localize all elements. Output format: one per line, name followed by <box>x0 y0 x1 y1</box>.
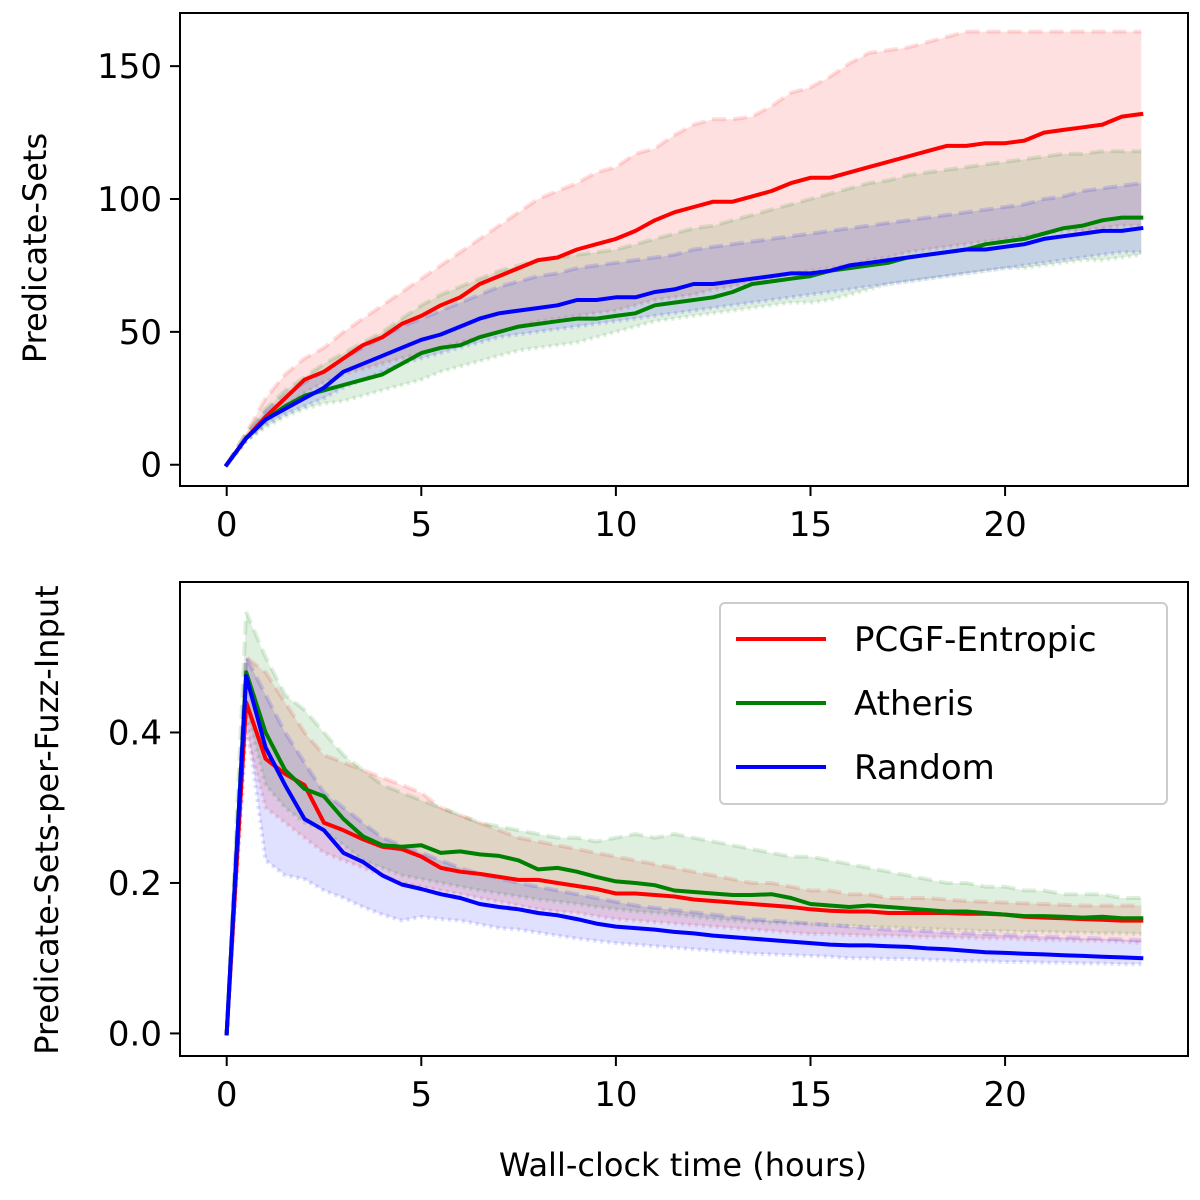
bottom-axes-frame <box>179 581 1189 1057</box>
bottom-ytick-label: 0.4 <box>108 713 162 753</box>
bottom-line-atheris <box>224 670 1144 1036</box>
bottom-xtick-label: 15 <box>789 1075 832 1115</box>
bottom-ytick-label: 0.0 <box>108 1014 162 1054</box>
top-band-lower-random <box>225 250 1142 466</box>
top-ytick-label: 100 <box>97 180 162 220</box>
bottom-xtick-label: 10 <box>594 1075 637 1115</box>
bottom-band-atheris <box>226 612 1142 1034</box>
top-ytick-label: 0 <box>140 446 162 486</box>
bottom-ylabel: Predicate-Sets-per-Fuzz-Input <box>28 585 66 1054</box>
bottom-xtick-label: 0 <box>216 1075 238 1115</box>
top-ytick-label: 50 <box>119 313 162 353</box>
bottom-ytick-label: 0.2 <box>108 864 162 904</box>
bottom-panel: Predicate-Sets-per-Fuzz-Input Wall-clock… <box>28 581 1189 1184</box>
top-line-atheris <box>223 215 1144 468</box>
bottom-band-random <box>226 657 1142 1034</box>
legend-label-atheris: Atheris <box>854 684 974 724</box>
legend-label-random: Random <box>854 748 995 788</box>
bottom-xtick-label: 20 <box>983 1075 1026 1115</box>
x-axis-label: Wall-clock time (hours) <box>499 1146 867 1184</box>
bottom-band-upper-atheris <box>224 611 1142 1034</box>
legend-box <box>719 602 1168 805</box>
top-xtick-label: 10 <box>594 505 637 545</box>
bottom-band-upper-pcgf-entropic <box>224 653 1142 1034</box>
bottom-xtick-label: 5 <box>410 1075 432 1115</box>
top-ylabel: Predicate-Sets <box>16 133 54 363</box>
top-plot-area <box>223 29 1144 468</box>
top-line-random <box>223 225 1144 468</box>
bottom-band-upper-random <box>224 649 1142 1034</box>
top-band-lower-pcgf-entropic <box>225 223 1142 466</box>
top-band-pcgf-entropic <box>226 31 1142 465</box>
top-axes-frame <box>179 12 1189 487</box>
top-line-pcgf-entropic <box>223 111 1144 468</box>
top-band-upper-pcgf-entropic <box>224 29 1142 466</box>
bottom-line-random <box>224 674 1144 1036</box>
top-xtick-label: 20 <box>983 505 1026 545</box>
top-xtick-label: 15 <box>789 505 832 545</box>
top-panel: Predicate-Sets 0 5 10 15 20 0 50 100 150 <box>16 12 1189 545</box>
top-xtick-label: 0 <box>216 505 238 545</box>
bottom-plot-area <box>224 611 1144 1036</box>
top-band-random <box>226 183 1142 465</box>
bottom-band-lower-random <box>224 717 1142 1034</box>
top-band-atheris <box>226 151 1142 465</box>
top-ytick-label: 150 <box>97 47 162 87</box>
top-xtick-label: 5 <box>410 505 432 545</box>
legend-label-pcgf-entropic: PCGF-Entropic <box>854 620 1097 660</box>
top-band-upper-atheris <box>224 149 1142 466</box>
